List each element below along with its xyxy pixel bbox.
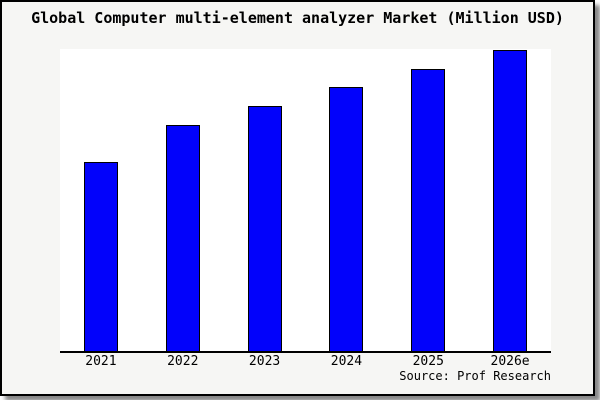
bar-2025	[411, 69, 446, 351]
x-tick-label-2023: 2023	[248, 354, 281, 369]
bar-2023	[247, 106, 282, 351]
chart-title: Global Computer multi-element analyzer M…	[31, 9, 564, 27]
x-tick-label-2022: 2022	[167, 354, 199, 369]
bar-2021	[83, 162, 118, 351]
x-axis-labels: 2021 2022 2023 2024 2025 2026e	[2, 354, 593, 370]
x-tick-label-2026e: 2026e	[490, 354, 530, 369]
x-tick-label-2024: 2024	[330, 354, 363, 369]
plot-area	[60, 49, 551, 353]
bar-2022	[165, 125, 200, 351]
bar-2024	[329, 87, 364, 351]
source-text: Source: Prof Research	[399, 369, 551, 383]
bar-2026e	[493, 50, 528, 351]
x-tick-label-2025: 2025	[412, 354, 444, 369]
x-tick-label-2021: 2021	[85, 354, 117, 369]
